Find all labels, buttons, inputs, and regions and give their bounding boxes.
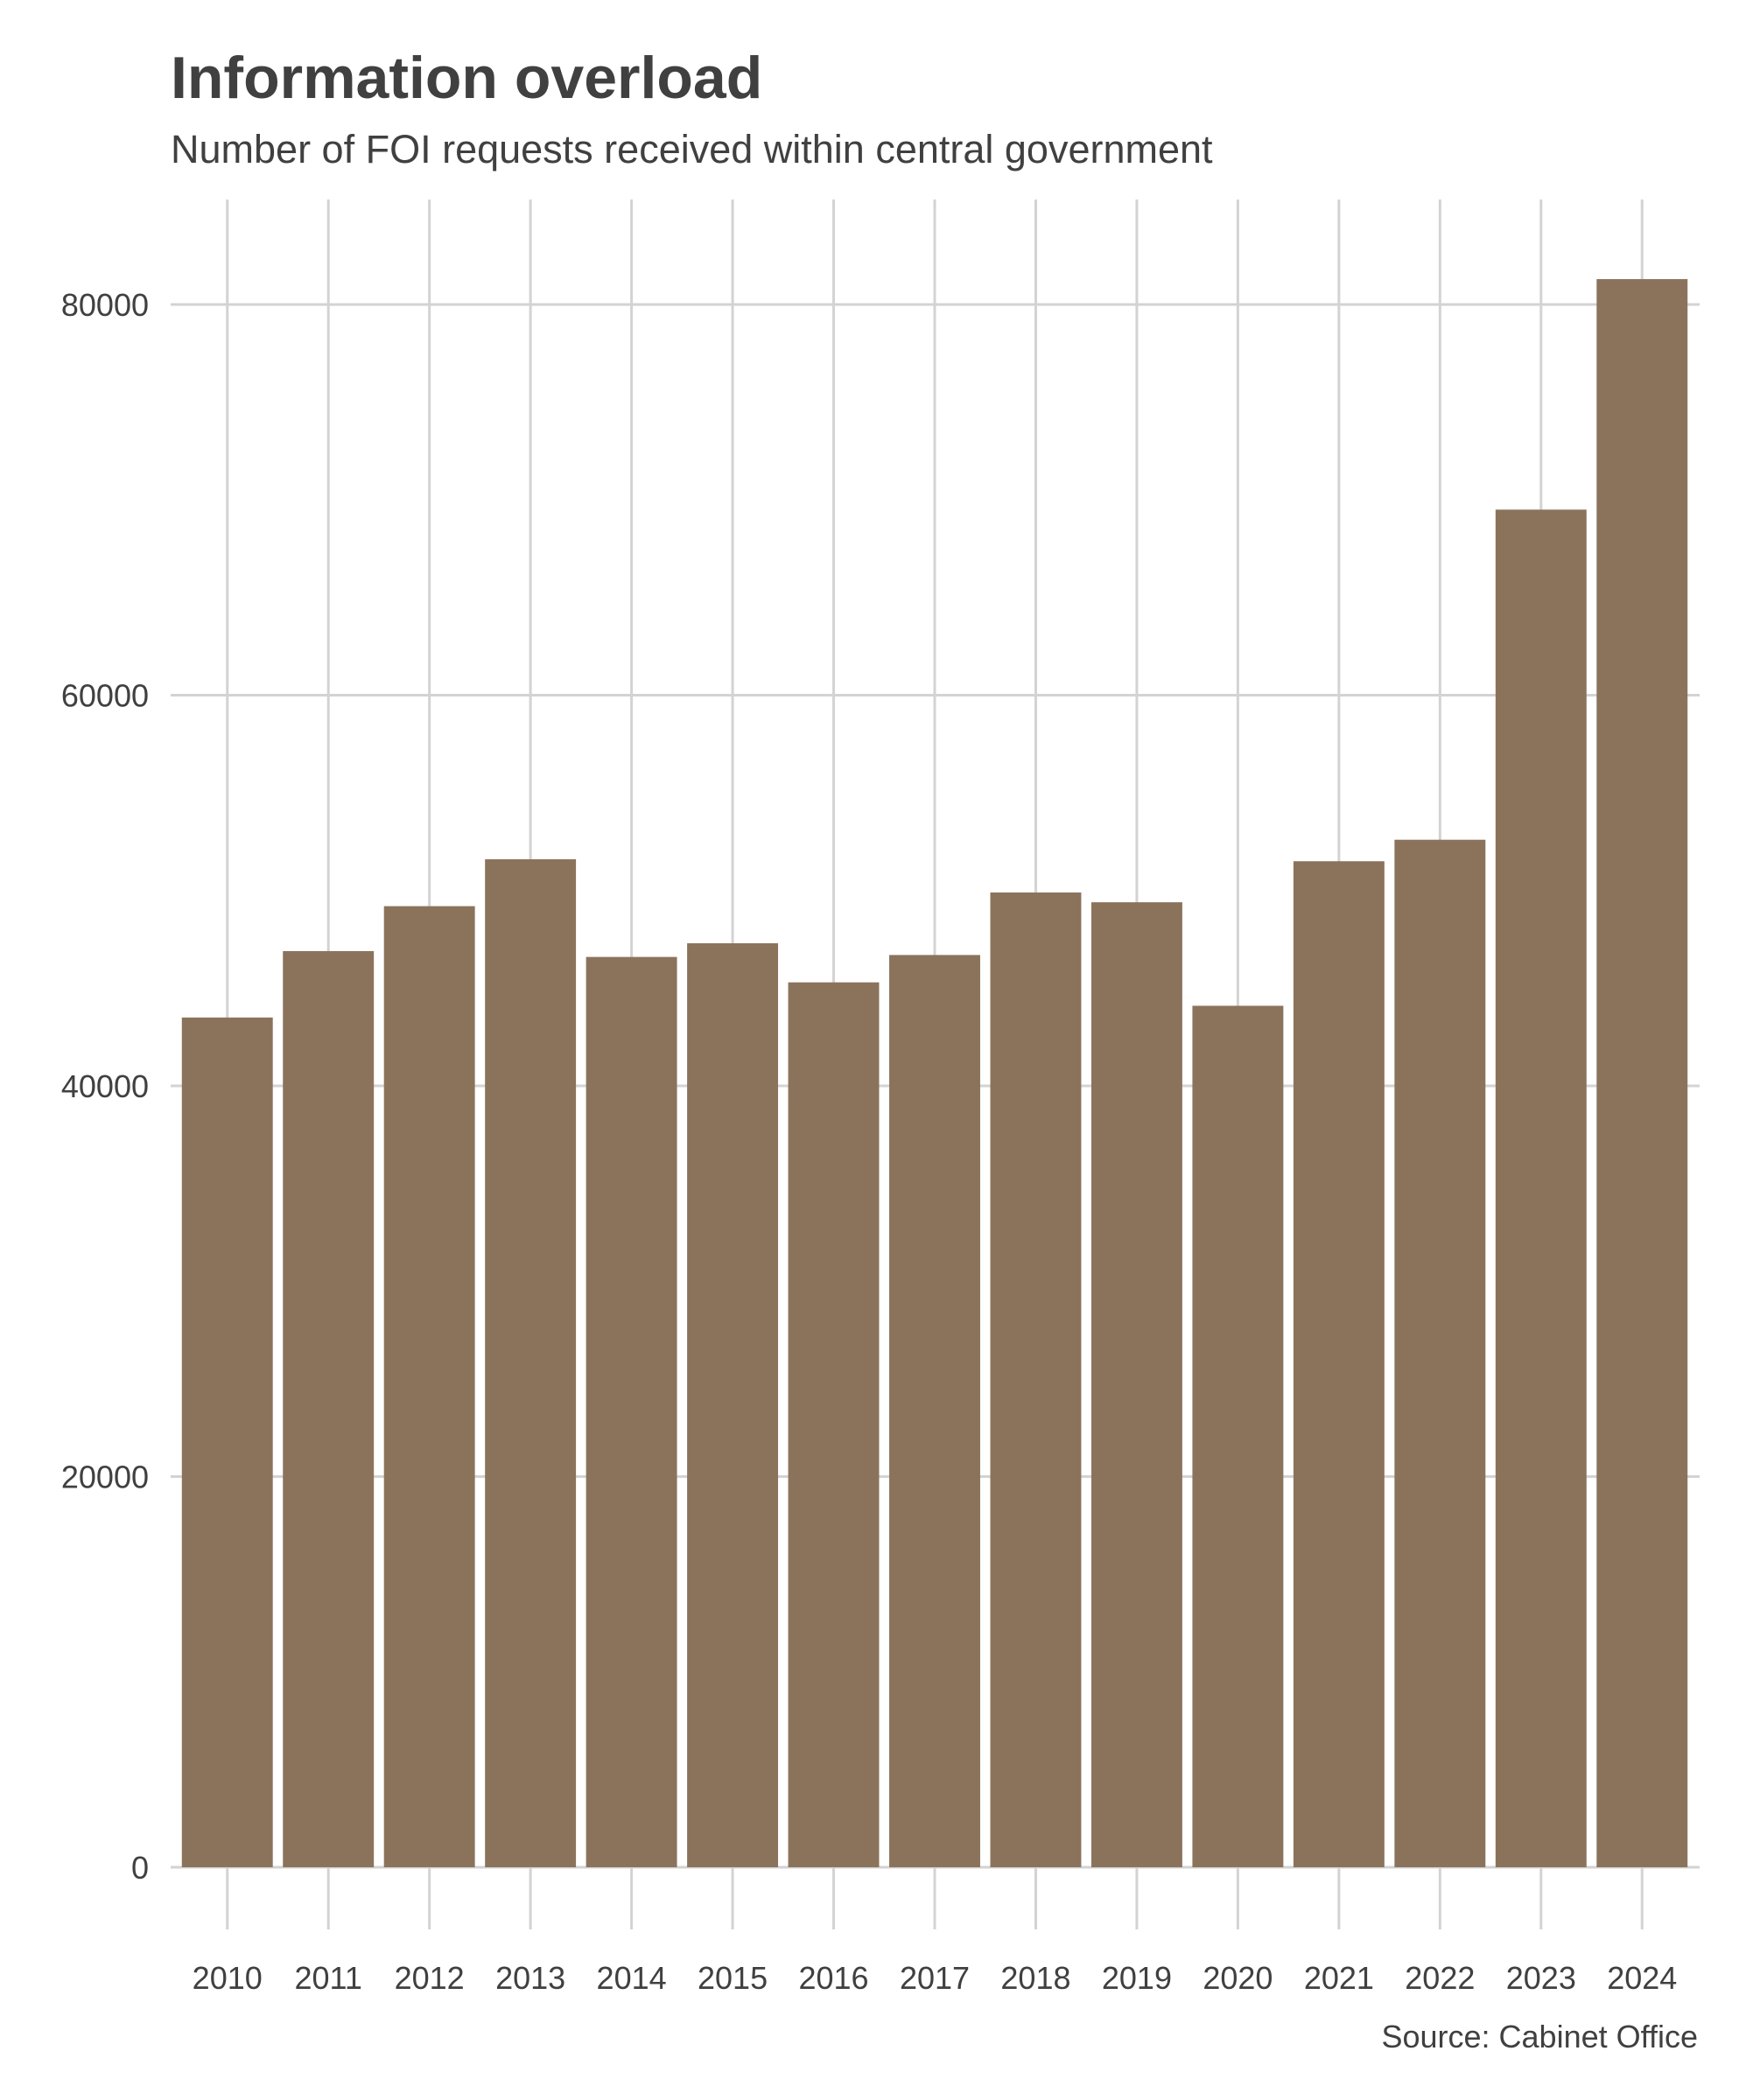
bar-2011 <box>283 950 375 1867</box>
x-tick-label: 2022 <box>1405 1960 1475 1996</box>
x-tick-label: 2023 <box>1506 1960 1576 1996</box>
x-tick-label: 2012 <box>395 1960 465 1996</box>
y-axis-ticks: 0 20000 40000 60000 80000 <box>61 287 149 1886</box>
bar-2020 <box>1192 1005 1284 1867</box>
y-tick-label: 60000 <box>61 678 149 714</box>
bar-2018 <box>990 892 1082 1868</box>
y-tick-label: 20000 <box>61 1460 149 1495</box>
bar-2023 <box>1495 509 1587 1867</box>
bar-2012 <box>383 906 475 1867</box>
x-tick-label: 2018 <box>1000 1960 1070 1996</box>
bar-2021 <box>1293 861 1385 1868</box>
x-tick-label: 2024 <box>1607 1960 1677 1996</box>
bar-2010 <box>181 1017 273 1867</box>
bar-2015 <box>687 943 779 1867</box>
bars-layer <box>181 278 1688 1868</box>
x-tick-label: 2016 <box>798 1960 868 1996</box>
bar-2013 <box>485 859 577 1867</box>
x-tick-label: 2020 <box>1203 1960 1273 1996</box>
bar-2019 <box>1090 902 1182 1867</box>
x-tick-label: 2021 <box>1304 1960 1374 1996</box>
x-axis-ticks: 2010 2011 2012 2013 2014 2015 2016 2017 2018 2019… <box>193 1960 1678 1996</box>
bar-2024 <box>1596 278 1688 1867</box>
y-tick-label: 80000 <box>61 287 149 323</box>
x-tick-label: 2010 <box>193 1960 263 1996</box>
source-caption: Source: Cabinet Office <box>1381 2019 1698 2054</box>
x-tick-label: 2019 <box>1102 1960 1172 1996</box>
chart-subtitle: Number of FOI requests received within c… <box>171 127 1213 172</box>
bar-2022 <box>1394 839 1486 1867</box>
y-tick-label: 0 <box>131 1850 149 1886</box>
y-tick-label: 40000 <box>61 1068 149 1104</box>
x-tick-label: 2017 <box>900 1960 970 1996</box>
x-tick-label: 2013 <box>495 1960 565 1996</box>
bar-2017 <box>889 955 980 1867</box>
bar-2016 <box>788 982 880 1867</box>
bar-2014 <box>586 956 677 1867</box>
x-tick-label: 2014 <box>597 1960 667 1996</box>
x-tick-label: 2015 <box>698 1960 768 1996</box>
chart-title: Information overload <box>171 45 763 111</box>
x-tick-label: 2011 <box>294 1960 361 1996</box>
